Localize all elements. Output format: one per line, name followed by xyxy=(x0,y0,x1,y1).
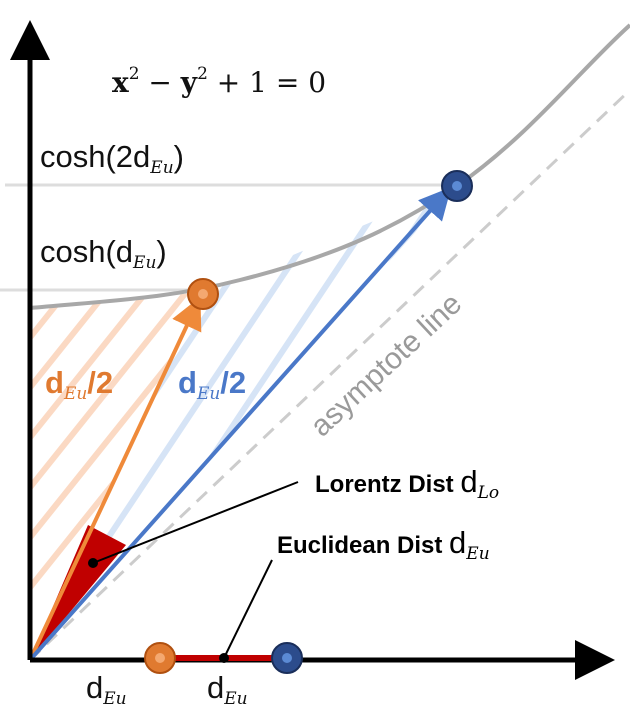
eq-part: y xyxy=(180,66,198,99)
eq-part: − xyxy=(140,66,181,99)
label-sub: Eu xyxy=(102,689,126,709)
label-text: Lorentz Dist xyxy=(315,471,460,498)
label-sub: Eu xyxy=(223,689,247,709)
label-sub: Eu xyxy=(149,158,173,178)
label-text: ) xyxy=(156,234,166,269)
angle-wedge xyxy=(30,525,126,660)
eq-part: + 1 = 0 xyxy=(208,66,326,99)
label-text: ) xyxy=(174,139,184,174)
label-text: /2 xyxy=(220,365,246,400)
blue-point-core xyxy=(282,653,292,663)
label-sub: Eu xyxy=(196,384,220,404)
cosh-d-label: cosh(dEu) xyxy=(40,234,167,273)
orange-point-core xyxy=(198,289,208,299)
hyperbola xyxy=(29,23,630,310)
label-text: cosh(2d xyxy=(40,139,150,174)
cosh-2d-label: cosh(2dEu) xyxy=(40,139,184,178)
axis-label: dEu xyxy=(207,670,248,709)
euclidean-label: Euclidean Dist dEu xyxy=(277,525,490,564)
label-sub: Eu xyxy=(465,544,489,564)
label-text: d xyxy=(86,670,103,705)
lorentz-label: Lorentz Dist dLo xyxy=(315,464,499,503)
label-sub: Eu xyxy=(63,384,87,404)
label-text: d xyxy=(45,365,64,400)
label-text: d xyxy=(449,525,466,560)
label-text: d xyxy=(460,464,477,499)
label-text: d xyxy=(207,670,224,705)
orange-arrow-label: dEu/2 xyxy=(45,365,113,404)
eq-part: x xyxy=(112,66,129,99)
axis-label: dEu xyxy=(86,670,127,709)
label-sub: Eu xyxy=(132,253,156,273)
label-text: d xyxy=(178,365,197,400)
eq-exp: 2 xyxy=(129,64,140,84)
pointer-dot xyxy=(88,558,98,568)
label-text: /2 xyxy=(87,365,113,400)
blue-arrow-label: dEu/2 xyxy=(178,365,246,404)
label-text: Euclidean Dist xyxy=(277,532,449,559)
blue-point-core xyxy=(452,181,462,191)
eq-exp: 2 xyxy=(197,64,208,84)
label-sub: Lo xyxy=(477,483,500,503)
equation: x2 − y2 + 1 = 0 xyxy=(112,64,326,99)
orange-arrow xyxy=(28,296,202,661)
pointer-dot xyxy=(219,653,229,663)
orange-point-core xyxy=(155,653,165,663)
asymptote-label: asymptote line xyxy=(304,287,468,443)
label-text: cosh(d xyxy=(40,234,133,269)
pointer xyxy=(223,559,273,659)
pointer xyxy=(92,481,299,564)
blue-arrow xyxy=(28,187,452,662)
